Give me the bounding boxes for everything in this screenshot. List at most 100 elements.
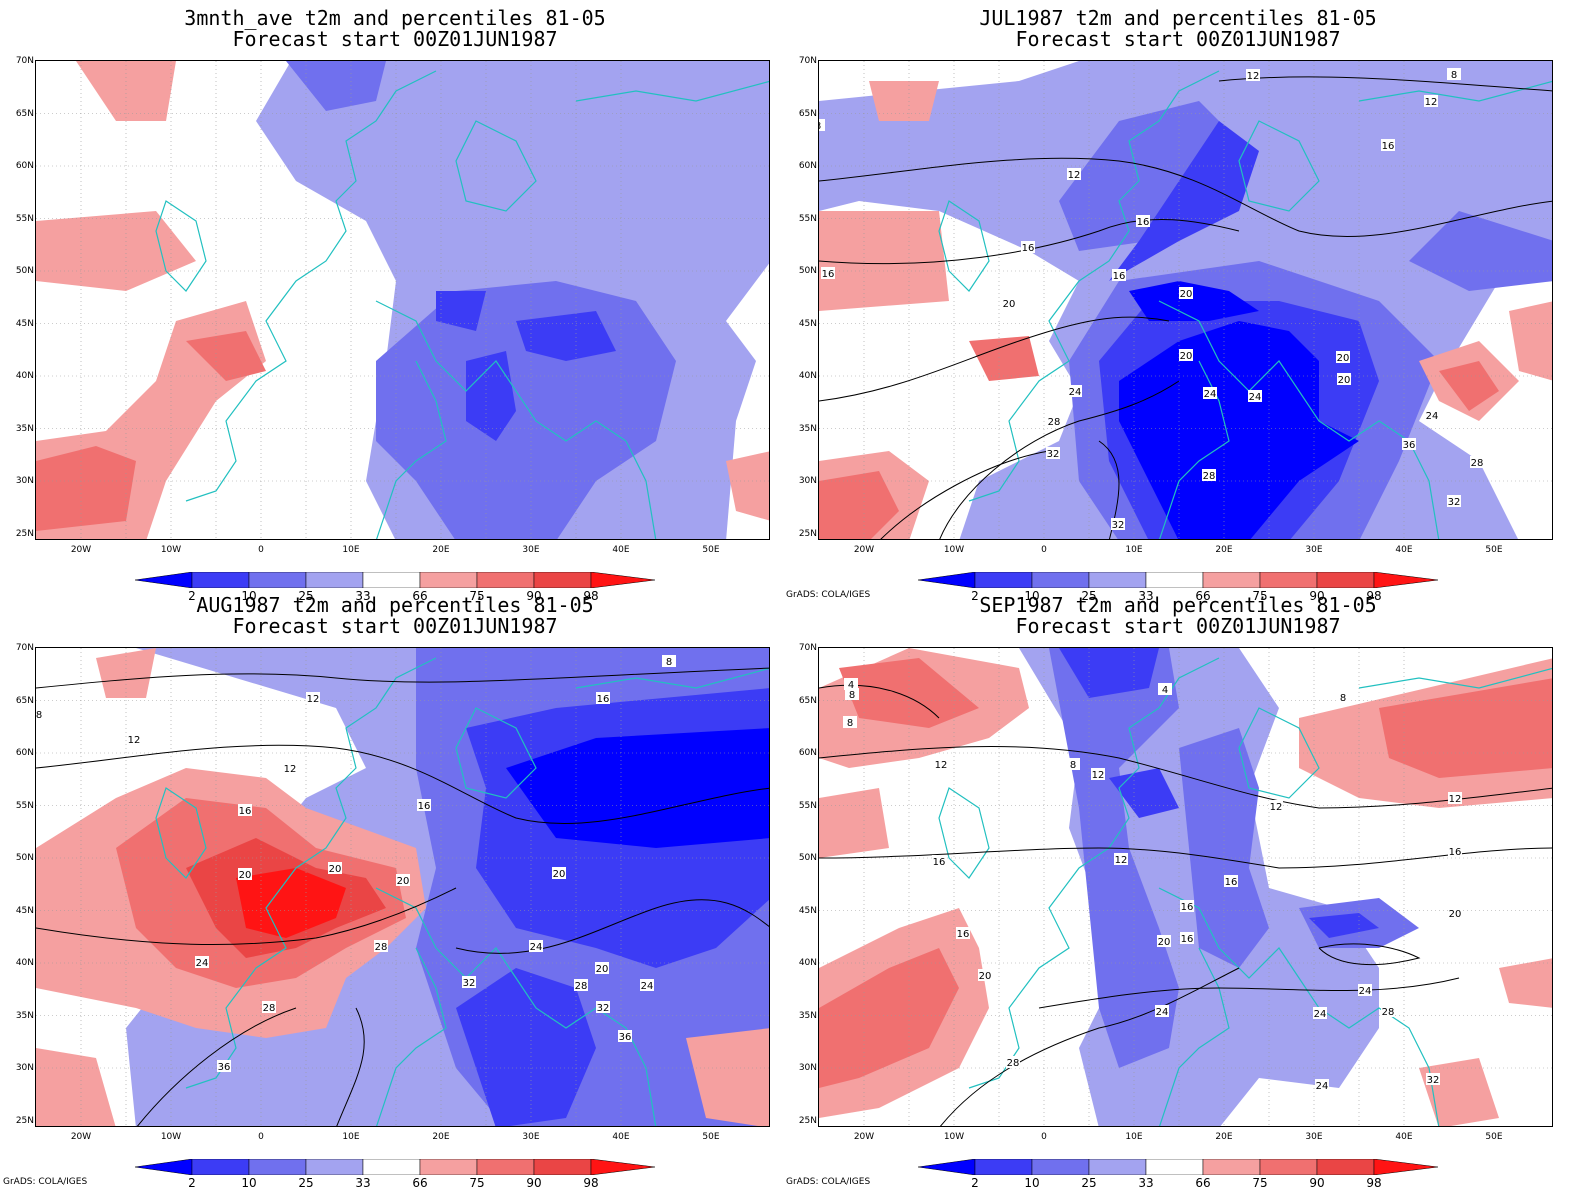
lat-tick-label: 30N (798, 1063, 817, 1073)
contour-label: 8 (843, 716, 857, 729)
percentile-region (869, 81, 939, 121)
contour-line (36, 667, 769, 689)
contour-label: 8 (819, 119, 825, 132)
colorbar-swatch (476, 1159, 535, 1175)
colorbar-swatch (1202, 1159, 1261, 1175)
colorbar (135, 1159, 655, 1175)
lon-tick-label: 10E (342, 545, 360, 555)
colorbar-swatch (305, 1159, 364, 1175)
contour-label: 12 (1067, 168, 1081, 181)
percentile-region (969, 336, 1039, 381)
colorbar-swatch (419, 1159, 478, 1175)
contour-label: 32 (1447, 495, 1461, 508)
percentile-region (1379, 678, 1552, 778)
colorbar-swatch (1259, 572, 1318, 588)
contour-label: 28 (1470, 456, 1484, 469)
lon-tick-label: 10W (943, 545, 965, 555)
svg-text:12: 12 (1115, 855, 1128, 866)
percentile-region (76, 61, 176, 121)
panel-title: 3mnth_ave t2m and percentiles 81-05 (184, 6, 606, 30)
colorbar-label: 25 (298, 1176, 314, 1190)
lon-tick-label: 40E (612, 1132, 630, 1142)
contour-line (819, 219, 1240, 265)
svg-text:28: 28 (1048, 417, 1061, 428)
lon-tick-label: 0 (1041, 1132, 1047, 1142)
contour-label: 20 (595, 962, 609, 975)
contour-line (336, 1007, 365, 1126)
contour-line (36, 887, 457, 946)
lat-tick-label: 30N (798, 476, 817, 486)
svg-text:16: 16 (822, 269, 835, 280)
contour-label: 24 (529, 940, 543, 953)
contour-label: 8 (36, 708, 46, 721)
contour-label: 28 (1381, 1005, 1395, 1018)
lon-tick-label: 30E (522, 545, 540, 555)
lat-tick-label: 25N (15, 1115, 34, 1126)
lon-tick-label: 40E (1395, 1132, 1413, 1142)
colorbar-swatch (974, 1159, 1033, 1175)
lon-tick-label: 20W (70, 545, 92, 555)
contour-label: 16 (1180, 932, 1194, 945)
map-panel-3: AUG1987 t2m and percentiles 81-05 Forecas… (0, 587, 798, 1190)
contour-label: 20 (238, 868, 252, 881)
lon-tick-label: 20W (853, 1132, 875, 1142)
contour-label: 32 (596, 1001, 610, 1014)
map-panel-1: 3mnth_ave t2m and percentiles 81-05 Forec… (0, 0, 798, 603)
svg-text:36: 36 (218, 1062, 231, 1073)
contour-label: 12 (283, 762, 297, 775)
contour-label: 16 (1180, 900, 1194, 913)
colorbar (135, 572, 655, 588)
panel-subtitle: Forecast start 00Z01JUN1987 (1015, 27, 1341, 51)
lon-tick-label: 50E (702, 1132, 720, 1142)
lon-tick-label: 0 (258, 545, 264, 555)
contour-label: 24 (1248, 390, 1262, 403)
svg-text:28: 28 (1007, 1058, 1020, 1069)
lon-tick-label: 10E (1125, 1132, 1143, 1142)
colorbar-swatch (1088, 1159, 1147, 1175)
colorbar-label: 33 (355, 589, 371, 603)
contour-label: 32 (1426, 1073, 1440, 1086)
colorbar-label: 98 (583, 1176, 599, 1190)
colorbar-swatch (362, 572, 421, 588)
contour-label: 12 (1091, 768, 1105, 781)
percentile-region (1309, 913, 1379, 938)
lat-tick-label: 50N (15, 266, 34, 276)
lat-tick-label: 50N (798, 853, 817, 863)
lat-tick-label: 45N (798, 318, 817, 329)
panel-title: JUL1987 t2m and percentiles 81-05 (979, 6, 1377, 30)
contour-line (1318, 943, 1421, 965)
contour-line (819, 684, 940, 719)
colorbar-swatch (248, 572, 307, 588)
contour-label: 24 (1155, 1005, 1169, 1018)
lat-tick-label: 65N (15, 695, 34, 706)
contour-label: 12 (1269, 800, 1283, 813)
contour-label: 16 (1021, 241, 1035, 254)
colorbar-label: 33 (355, 1176, 371, 1190)
panel-subtitle: Forecast start 00Z01JUN1987 (232, 27, 558, 51)
svg-text:32: 32 (1112, 520, 1125, 531)
colorbar-swatch (191, 1159, 250, 1175)
colorbar-swatch (1145, 1159, 1204, 1175)
colorbar-label: 2 (971, 589, 979, 603)
svg-text:16: 16 (597, 694, 610, 705)
svg-text:16: 16 (1449, 847, 1462, 858)
svg-text:20: 20 (596, 964, 609, 975)
svg-text:16: 16 (418, 801, 431, 812)
contour-label: 32 (462, 976, 476, 989)
colorbar-label: 33 (1138, 1176, 1154, 1190)
svg-text:24: 24 (1069, 387, 1082, 398)
svg-text:28: 28 (1203, 471, 1216, 482)
colorbar-label: 25 (1081, 589, 1097, 603)
colorbar-label: 98 (1366, 1176, 1382, 1190)
contour-label: 16 (1224, 875, 1238, 888)
percentile-region (1499, 958, 1552, 1008)
percentile-region (236, 868, 346, 938)
lon-tick-label: 50E (1485, 545, 1503, 555)
svg-text:4: 4 (1162, 685, 1168, 696)
lat-tick-label: 45N (15, 905, 34, 916)
grads-credit: GrADS: COLA/IGES (786, 1177, 871, 1187)
contour-label: 32 (1046, 447, 1060, 460)
contour-label: 12 (1424, 95, 1438, 108)
lat-tick-label: 60N (15, 161, 34, 171)
contour-label: 28 (262, 1001, 276, 1014)
